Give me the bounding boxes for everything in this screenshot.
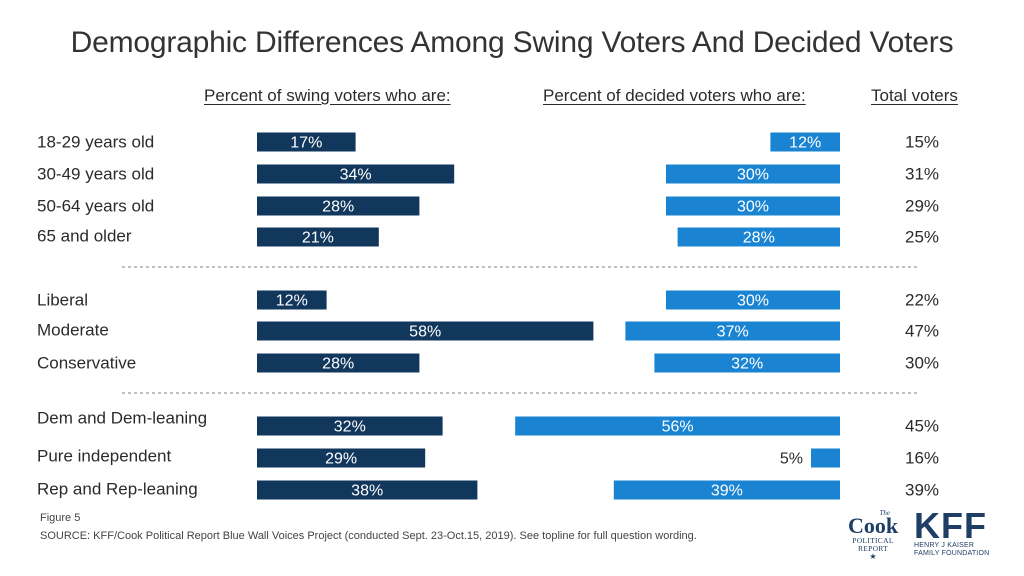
total-value-label-pure-independent: 16% bbox=[905, 449, 939, 468]
swing-bar-18-29-years-old bbox=[257, 132, 356, 152]
swing-value-label-rep-and-rep-leaning: 38% bbox=[351, 483, 383, 500]
swing-column-header: Percent of swing voters who are: bbox=[204, 86, 451, 105]
swing-value-label-65-and-older: 21% bbox=[302, 230, 334, 247]
row-label-18-29-years-old: 18-29 years old bbox=[37, 133, 154, 152]
decided-value-label-30-49-years-old: 30% bbox=[737, 167, 769, 184]
total-column-header: Total voters bbox=[871, 86, 958, 105]
total-value-label-50-64-years-old: 29% bbox=[905, 197, 939, 216]
total-value-label-conservative: 30% bbox=[905, 354, 939, 373]
decided-value-label-65-and-older: 28% bbox=[743, 230, 775, 247]
swing-bar-liberal bbox=[257, 290, 327, 310]
total-value-label-liberal: 22% bbox=[905, 291, 939, 310]
swing-bar-30-49-years-old bbox=[257, 164, 455, 184]
row-label-pure-independent: Pure independent bbox=[37, 447, 172, 466]
swing-bar-65-and-older bbox=[257, 227, 379, 247]
decided-value-label-50-64-years-old: 30% bbox=[737, 199, 769, 216]
row-label-conservative: Conservative bbox=[37, 354, 136, 373]
swing-value-label-pure-independent: 29% bbox=[325, 451, 357, 468]
swing-value-label-dem-and-dem-leaning: 32% bbox=[334, 419, 366, 436]
swing-bar-dem-and-dem-leaning bbox=[257, 416, 443, 436]
swing-value-label-liberal: 12% bbox=[276, 293, 308, 310]
source-note: SOURCE: KFF/Cook Political Report Blue W… bbox=[40, 530, 697, 542]
swing-bar-rep-and-rep-leaning bbox=[257, 480, 478, 500]
cook-political-report-logo: The Cook POLITICAL REPORT ★ bbox=[847, 509, 899, 561]
decided-value-label-dem-and-dem-leaning: 56% bbox=[662, 419, 694, 436]
row-label-liberal: Liberal bbox=[37, 291, 88, 310]
total-value-label-moderate: 47% bbox=[905, 322, 939, 341]
decided-bar-rep-and-rep-leaning bbox=[613, 480, 840, 500]
decided-value-label-rep-and-rep-leaning: 39% bbox=[711, 483, 743, 500]
decided-bar-dem-and-dem-leaning bbox=[515, 416, 840, 436]
decided-column-header: Percent of decided voters who are: bbox=[543, 86, 806, 105]
row-label-moderate: Moderate bbox=[37, 321, 109, 340]
decided-value-label-moderate: 37% bbox=[717, 324, 749, 341]
figure-number: Figure 5 bbox=[40, 512, 81, 524]
total-value-label-18-29-years-old: 15% bbox=[905, 133, 939, 152]
decided-bar-50-64-years-old bbox=[666, 196, 840, 216]
swing-value-label-18-29-years-old: 17% bbox=[290, 135, 322, 152]
row-label-30-49-years-old: 30-49 years old bbox=[37, 165, 154, 184]
decided-value-label-18-29-years-old: 12% bbox=[789, 135, 821, 152]
total-value-label-65-and-older: 25% bbox=[905, 228, 939, 247]
total-value-label-dem-and-dem-leaning: 45% bbox=[905, 417, 939, 436]
decided-bar-18-29-years-old bbox=[770, 132, 840, 152]
swing-value-label-30-49-years-old: 34% bbox=[340, 167, 372, 184]
swing-bar-moderate bbox=[257, 321, 594, 341]
decided-bar-moderate bbox=[625, 321, 840, 341]
decided-value-label-conservative: 32% bbox=[731, 356, 763, 373]
chart-title: Demographic Differences Among Swing Vote… bbox=[70, 26, 954, 59]
swing-value-label-conservative: 28% bbox=[322, 356, 354, 373]
decided-bar-conservative bbox=[654, 353, 840, 373]
row-label-50-64-years-old: 50-64 years old bbox=[37, 197, 154, 216]
swing-bar-pure-independent bbox=[257, 448, 426, 468]
swing-value-label-50-64-years-old: 28% bbox=[322, 199, 354, 216]
row-label-65-and-older: 65 and older bbox=[37, 227, 132, 246]
row-label-dem-and-dem-leaning: Dem and Dem-leaning bbox=[37, 409, 207, 428]
decided-bar-pure-independent bbox=[811, 448, 840, 468]
swing-bar-conservative bbox=[257, 353, 420, 373]
swing-value-label-moderate: 58% bbox=[409, 324, 441, 341]
decided-bar-65-and-older bbox=[677, 227, 840, 247]
decided-bar-liberal bbox=[666, 290, 840, 310]
total-value-label-rep-and-rep-leaning: 39% bbox=[905, 481, 939, 500]
swing-bar-50-64-years-old bbox=[257, 196, 420, 216]
row-label-rep-and-rep-leaning: Rep and Rep-leaning bbox=[37, 480, 198, 499]
decided-value-label-pure-independent: 5% bbox=[780, 451, 803, 468]
total-value-label-30-49-years-old: 31% bbox=[905, 165, 939, 184]
decided-bar-30-49-years-old bbox=[666, 164, 840, 184]
decided-value-label-liberal: 30% bbox=[737, 293, 769, 310]
kff-logo: KFF HENRY J KAISER FAMILY FOUNDATION bbox=[914, 505, 990, 558]
